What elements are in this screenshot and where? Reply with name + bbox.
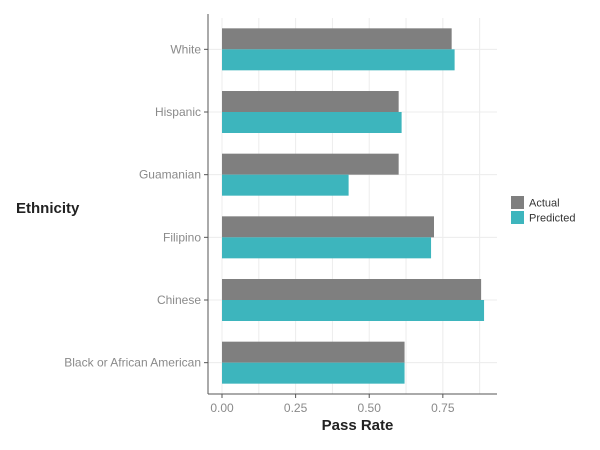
- y-axis-title: Ethnicity: [16, 200, 80, 217]
- bar-actual-white: [222, 28, 452, 50]
- bar-actual-chinese: [222, 279, 482, 300]
- x-tick-label: 0.00: [210, 401, 234, 415]
- bar-actual-filipino: [222, 216, 434, 238]
- legend: Actual Predicted: [511, 196, 575, 225]
- y-axis-ticks: White Hispanic Guamanian Filipino Chinese Bla…: [64, 42, 208, 370]
- y-tick-label: Chinese: [157, 293, 201, 307]
- legend-swatch-predicted: [511, 211, 524, 224]
- bar-actual-guamanian: [222, 153, 399, 175]
- x-axis-title: Pass Rate: [322, 417, 394, 434]
- y-tick-label: Filipino: [163, 230, 201, 244]
- legend-swatch-actual: [511, 196, 524, 209]
- bar-predicted-filipino: [222, 237, 432, 259]
- x-tick-label: 0.75: [431, 401, 455, 415]
- bar-predicted-hispanic: [222, 112, 402, 133]
- y-tick-label: Hispanic: [155, 105, 201, 119]
- legend-label-actual: Actual: [529, 198, 560, 210]
- bar-predicted-black-or-african-american: [222, 362, 405, 384]
- grid-lines: [208, 18, 497, 394]
- legend-label-predicted: Predicted: [529, 213, 575, 225]
- bar-actual-hispanic: [222, 91, 399, 112]
- bar-predicted-chinese: [222, 300, 485, 321]
- y-tick-label: Black or African American: [64, 356, 201, 370]
- bar-predicted-guamanian: [222, 174, 349, 196]
- bars: [222, 28, 485, 384]
- bar-predicted-white: [222, 49, 455, 71]
- x-tick-label: 0.50: [358, 401, 382, 415]
- x-tick-label: 0.25: [284, 401, 308, 415]
- y-tick-label: Guamanian: [139, 168, 201, 182]
- y-tick-label: White: [170, 42, 201, 56]
- bar-actual-black-or-african-american: [222, 341, 405, 363]
- axes: [207, 14, 497, 395]
- x-axis-ticks: 0.00 0.25 0.50 0.75: [210, 394, 455, 415]
